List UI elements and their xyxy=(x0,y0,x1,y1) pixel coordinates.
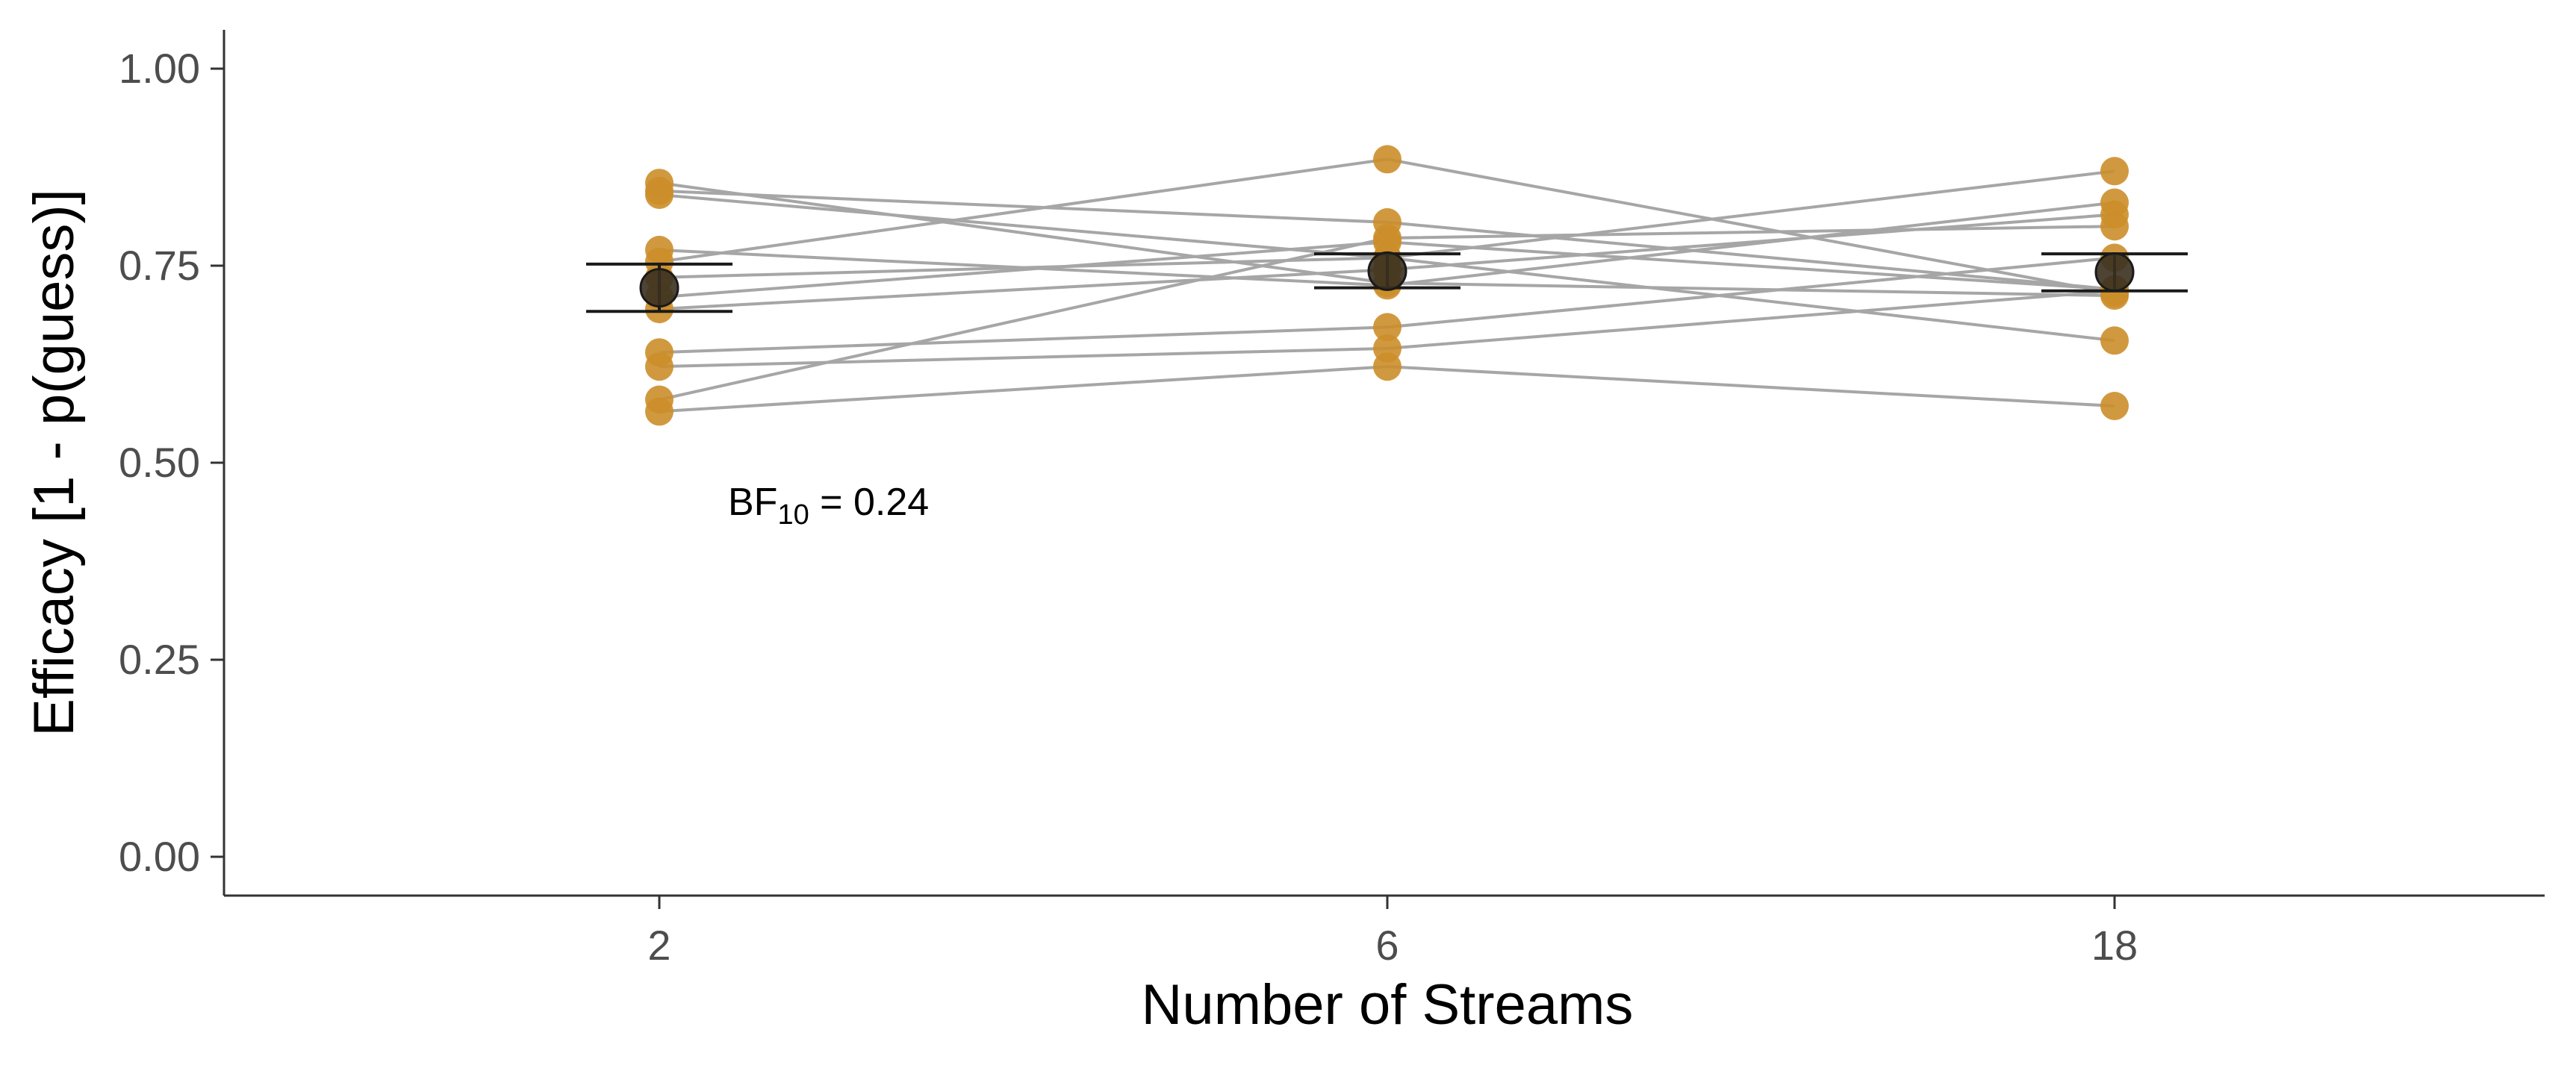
bayes-factor-annotation: BF10 = 0.24 xyxy=(728,481,929,531)
y-tick-label: 1.00 xyxy=(119,45,200,92)
y-tick-label: 0.50 xyxy=(119,439,200,486)
participant-point xyxy=(2100,326,2129,355)
x-tick-label: 6 xyxy=(1375,922,1399,969)
bf-label: BF xyxy=(728,481,777,524)
participant-point xyxy=(645,352,673,381)
participant-point xyxy=(645,397,673,426)
mean-summary xyxy=(586,251,2188,313)
x-tick-label: 18 xyxy=(2091,922,2138,969)
bf-subscript: 10 xyxy=(777,499,809,531)
mean-point xyxy=(2094,252,2135,292)
y-axis-title: Efficacy [1 - p(guess)] xyxy=(22,189,86,737)
participant-point xyxy=(2100,392,2129,420)
y-tick-label: 0.00 xyxy=(119,833,200,880)
participant-point xyxy=(1373,313,1401,342)
participant-point xyxy=(645,181,673,209)
y-tick-label: 0.75 xyxy=(119,242,200,289)
bf-value: = 0.24 xyxy=(809,481,929,524)
y-tick-label: 0.25 xyxy=(119,636,200,683)
participant-point xyxy=(1373,145,1401,174)
participant-point xyxy=(1373,352,1401,381)
participant-point xyxy=(2100,212,2129,241)
x-tick-label: 2 xyxy=(647,922,671,969)
mean-point xyxy=(1367,251,1407,291)
x-axis-title: Number of Streams xyxy=(1142,973,1634,1037)
participant-point xyxy=(2100,157,2129,186)
mean-point xyxy=(639,268,679,308)
participant-point xyxy=(1373,224,1401,252)
axes: 0.00 0.25 0.50 0.75 1.00 2 6 18 xyxy=(119,30,2545,969)
